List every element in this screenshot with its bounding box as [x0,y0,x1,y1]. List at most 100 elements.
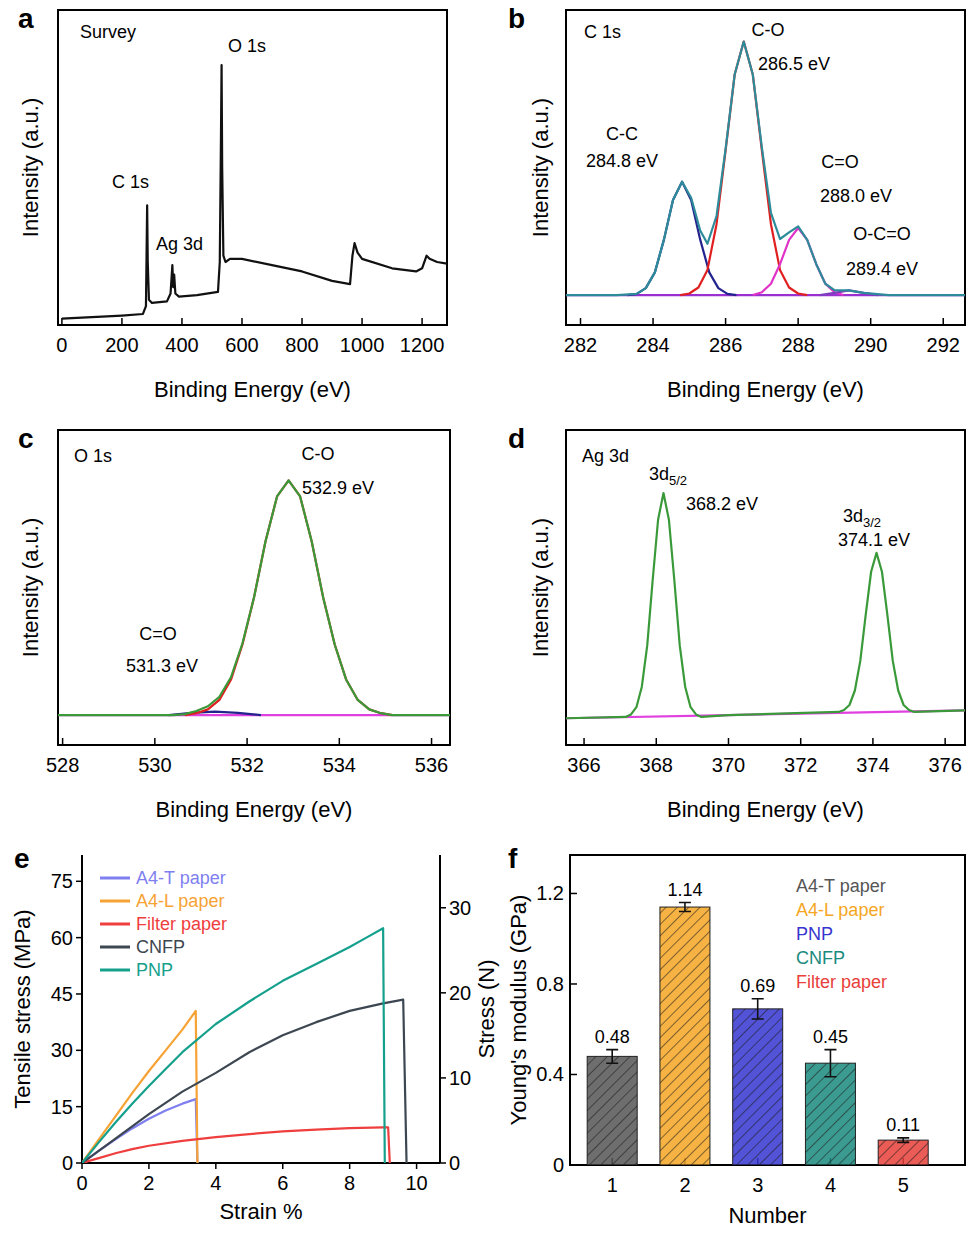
legend-swatch [100,877,130,880]
y2-tick-label: 0 [449,1152,460,1174]
x-tick [62,738,64,745]
x-tick [301,318,303,325]
bar [660,907,710,1165]
annotation: 3d3/2 [843,506,881,530]
annotation-text: 3d [843,506,863,526]
x-tick-label: 4 [825,1174,836,1196]
annotation: 374.1 eV [838,530,910,550]
annotation: O-C=O [853,224,911,244]
x-tick-label: 1200 [400,334,445,356]
y-tick [570,1074,577,1076]
y-tick [76,1050,82,1052]
bar [878,1140,928,1165]
annotation: C 1s [112,172,149,192]
x-tick [282,1163,284,1169]
error-bar [824,1050,836,1077]
x-tick-label: 400 [165,334,198,356]
y2-tick [440,907,446,909]
x-tick [431,738,433,745]
legend: A4-T paperA4-L paperPNPCNFPFilter paper [796,876,887,992]
plot-frame [58,430,450,745]
x-tick-label: 0 [76,1172,87,1194]
y-tick [76,1162,82,1164]
x-tick-label: 1 [607,1174,618,1196]
x-axis-label: Strain % [219,1199,302,1224]
x-axis-label: Binding Energy (eV) [667,797,864,822]
y2-tick [440,1077,446,1079]
annotation: C=O [821,152,859,172]
y-tick [76,1106,82,1108]
x-tick-label: 366 [567,754,600,776]
y-tick-label: 15 [51,1096,73,1118]
annotation: C-C [606,124,638,144]
panel: a020040060080010001200Binding Energy (eV… [18,3,447,402]
legend-label: CNFP [136,937,185,957]
x-tick-label: 600 [225,334,258,356]
y2-tick [440,992,446,994]
x-tick-label: 2 [143,1172,154,1194]
y2-axis-line [439,855,441,1163]
x-tick-label: 6 [277,1172,288,1194]
error-bar [752,999,764,1019]
data-label: 0.45 [813,1027,848,1047]
y-axis-label: Intensity (a.u.) [18,518,43,657]
y2-tick-label: 30 [449,897,471,919]
panel: e0246810015304560750102030A4-T paperA4-L… [10,843,499,1224]
legend-label: PNP [796,924,833,944]
data-labels: 0.481.140.690.450.11 [595,880,920,1135]
y-tick-label: 0.8 [536,973,564,995]
legend-label: A4-T paper [136,868,226,888]
annotation: C=O [139,624,177,644]
y-tick-label: 0 [553,1154,564,1176]
x-tick [421,318,423,325]
x-tick-label: 532 [230,754,263,776]
x-tick-label: 288 [781,334,814,356]
x-tick-label: 4 [210,1172,221,1194]
error-bar [897,1138,909,1143]
line-series [680,42,807,296]
x-tick [361,318,363,325]
y-tick-label: 45 [51,983,73,1005]
data-label: 0.69 [740,976,775,996]
x-tick-label: 372 [784,754,817,776]
bar-hatch [805,1063,855,1165]
x-tick [416,1163,418,1169]
y-axis-label: Intensity (a.u.) [528,98,553,237]
x-tick-label: 534 [323,754,356,776]
data-label: 1.14 [667,880,702,900]
x-tick [241,318,243,325]
y-tick [570,983,577,985]
y-axis-label: Intensity (a.u.) [528,518,553,657]
panel-letter: b [508,3,525,34]
panel-letter: d [508,423,525,454]
annotation: O 1s [228,36,266,56]
x-tick-label: 8 [344,1172,355,1194]
annotation-text: 3d [649,464,669,484]
annotation: 3d5/2 [649,464,687,488]
line-series [82,1127,390,1163]
line-series [185,480,393,715]
x-tick [800,738,802,745]
y-axis-label: Tensile stress (MPa) [10,909,35,1108]
x-tick [656,738,658,745]
x-tick-label: 370 [712,754,745,776]
x-tick [81,1163,83,1169]
y-tick-label: 0.4 [536,1063,564,1085]
y-tick-label: 1.2 [536,882,564,904]
y-tick-label: 60 [51,927,73,949]
panel-letter: a [18,3,34,34]
line-series [58,480,450,715]
panel: c528530532534536Binding Energy (eV)Inten… [18,423,450,822]
line-series [82,1000,407,1163]
y-tick [76,937,82,939]
panel-letter: c [18,423,34,454]
y-axis-label: Young's modulus (GPa) [506,895,531,1126]
x-tick-label: 282 [564,334,597,356]
bar [587,1056,637,1165]
x-tick [872,738,874,745]
y-tick [76,881,82,883]
plot-frame [566,430,965,745]
panel-title: Ag 3d [582,446,629,466]
panel-letter: e [14,843,30,874]
x-axis-label: Binding Energy (eV) [667,377,864,402]
